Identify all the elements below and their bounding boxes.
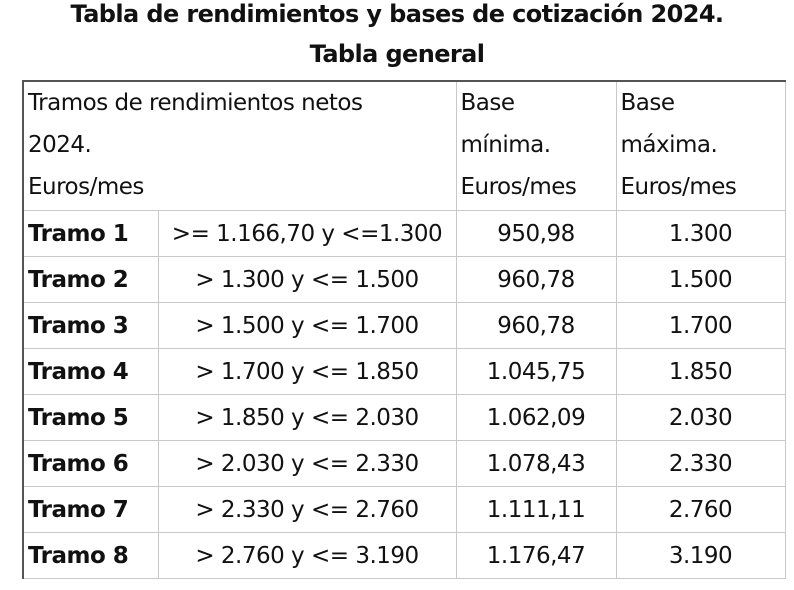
table-row: Tramo 4 > 1.700 y <= 1.850 1.045,75 1.850 [22, 348, 786, 395]
table-row: Tramo 2 > 1.300 y <= 1.500 960,78 1.500 [22, 256, 786, 303]
table-cell: >= 1.166,70 y <=1.300 [157, 210, 457, 257]
page-subtitle: Tabla general [309, 40, 485, 68]
tramo-label: Tramo 6 [22, 440, 159, 487]
table-cell: 3.190 [615, 532, 786, 579]
tramo-label: Tramo 3 [22, 302, 159, 349]
table-cell: 950,98 [455, 210, 617, 257]
header-line: Euros/mes [28, 174, 144, 200]
table-cell: > 2.760 y <= 3.190 [157, 532, 457, 579]
table-cell: 1.078,43 [455, 440, 617, 487]
header-line: 2024. [28, 132, 92, 158]
column-header: Base máxima. Euros/mes [615, 80, 786, 211]
table-cell: > 1.300 y <= 1.500 [157, 256, 457, 303]
table-cell: > 1.700 y <= 1.850 [157, 348, 457, 395]
table-cell: > 2.330 y <= 2.760 [157, 486, 457, 533]
tramo-label: Tramo 8 [22, 532, 159, 579]
header-line: mínima. [460, 132, 552, 158]
table-cell: 1.300 [615, 210, 786, 257]
page-title: Tabla de rendimientos y bases de cotizac… [70, 0, 725, 28]
tramo-label: Tramo 5 [22, 394, 159, 441]
header-line: máxima. [620, 132, 718, 158]
table-row: Tramo 5 > 1.850 y <= 2.030 1.062,09 2.030 [22, 394, 786, 441]
table-row: Tramo 8 > 2.760 y <= 3.190 1.176,47 3.190 [22, 532, 786, 579]
data-table: Tramos de rendimientos netos 2024. Euros/m… [22, 80, 786, 579]
table-cell: 960,78 [455, 256, 617, 303]
table-cell: > 1.850 y <= 2.030 [157, 394, 457, 441]
table-cell: 1.176,47 [455, 532, 617, 579]
table-cell: > 1.500 y <= 1.700 [157, 302, 457, 349]
column-header: Base mínima. Euros/mes [455, 80, 617, 211]
table-row: Tramo 3 > 1.500 y <= 1.700 960,78 1.700 [22, 302, 786, 349]
table-cell: 960,78 [455, 302, 617, 349]
tramo-label: Tramo 7 [22, 486, 159, 533]
table-row: Tramo 1 >= 1.166,70 y <=1.300 950,98 1.300 [22, 210, 786, 257]
table-cell: > 2.030 y <= 2.330 [157, 440, 457, 487]
table-cell: 1.045,75 [455, 348, 617, 395]
table-body: Tramo 1 >= 1.166,70 y <=1.300 950,98 1.300 T… [22, 210, 786, 579]
table-row: Tramo 7 > 2.330 y <= 2.760 1.111,11 2.760 [22, 486, 786, 533]
header-line: Euros/mes [460, 174, 577, 200]
tramo-label: Tramo 2 [22, 256, 159, 303]
header-line: Base [460, 90, 516, 116]
tramo-label: Tramo 1 [22, 210, 159, 257]
header-line: Tramos de rendimientos netos [28, 90, 363, 116]
table-cell: 2.760 [615, 486, 786, 533]
table-cell: 1.700 [615, 302, 786, 349]
tramo-label: Tramo 4 [22, 348, 159, 395]
header-line: Euros/mes [620, 174, 737, 200]
table-row: Tramo 6 > 2.030 y <= 2.330 1.078,43 2.330 [22, 440, 786, 487]
table-cell: 2.330 [615, 440, 786, 487]
table-cell: 1.062,09 [455, 394, 617, 441]
column-header: Tramos de rendimientos netos 2024. Euros/m… [22, 80, 457, 211]
table-cell: 1.850 [615, 348, 786, 395]
table-cell: 1.500 [615, 256, 786, 303]
header-row: Tramos de rendimientos netos 2024. Euros/m… [22, 80, 786, 211]
table-cell: 1.111,11 [455, 486, 617, 533]
header-line: Base [620, 90, 676, 116]
table-cell: 2.030 [615, 394, 786, 441]
